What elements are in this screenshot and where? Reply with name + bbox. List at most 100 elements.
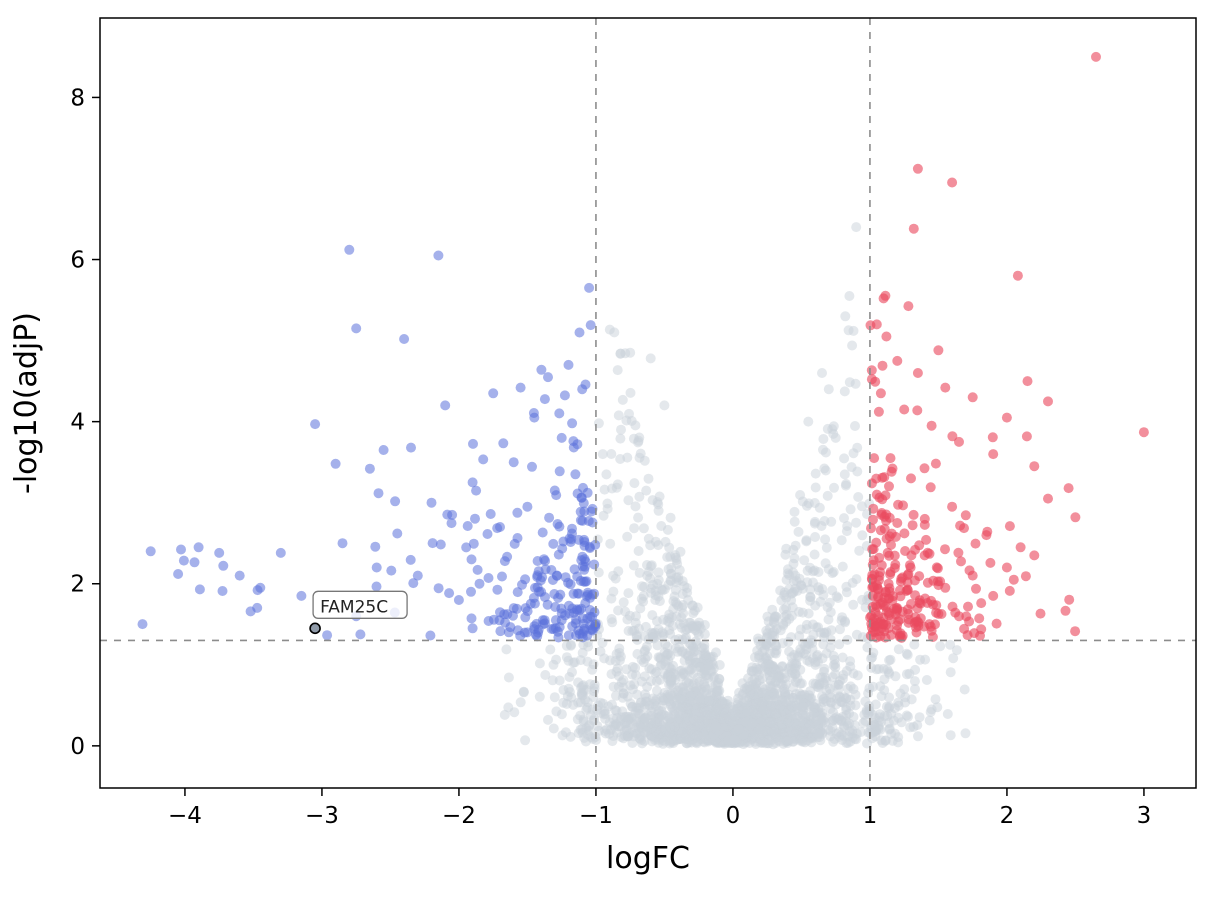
data-point-up xyxy=(866,523,876,534)
data-point-ns xyxy=(805,591,816,602)
data-point-ns xyxy=(714,673,725,684)
data-point-down xyxy=(462,521,473,531)
data-point-ns xyxy=(582,656,593,667)
data-point-ns xyxy=(518,686,529,697)
data-point-ns xyxy=(841,693,852,704)
data-point-ns xyxy=(909,676,920,687)
data-point-ns xyxy=(677,701,688,712)
data-point-ns xyxy=(617,394,628,405)
data-point-ns xyxy=(883,703,894,714)
data-point-ns xyxy=(645,353,656,364)
data-point-ns xyxy=(695,623,706,634)
data-point-down xyxy=(529,412,540,423)
data-point-ns xyxy=(820,447,831,458)
data-point-ns xyxy=(670,550,681,561)
data-point-ns xyxy=(691,682,702,693)
data-point-down xyxy=(556,615,567,626)
data-point-ns xyxy=(755,724,766,734)
data-point-ns xyxy=(669,591,680,602)
data-point-ns xyxy=(711,647,721,658)
data-point-ns xyxy=(802,637,813,648)
data-point-ns xyxy=(629,523,640,534)
data-point-up xyxy=(933,608,944,619)
data-point-ns xyxy=(636,676,647,687)
gene-annotation: FAM25C xyxy=(309,590,408,635)
data-point-down xyxy=(586,506,597,517)
data-point-ns xyxy=(630,706,641,717)
data-point-down xyxy=(589,559,600,570)
data-point-ns xyxy=(654,596,665,607)
data-point-ns xyxy=(866,662,877,673)
data-point-up xyxy=(878,619,889,630)
data-point-up xyxy=(976,598,987,609)
data-point-down xyxy=(512,587,523,598)
data-point-ns xyxy=(633,435,644,446)
data-point-ns xyxy=(631,611,641,622)
data-point-down xyxy=(433,250,444,261)
data-point-ns xyxy=(702,684,713,695)
data-point-ns xyxy=(640,689,650,700)
data-point-down xyxy=(577,384,588,395)
data-point-up xyxy=(881,331,892,342)
data-point-down xyxy=(495,626,506,637)
data-point-ns xyxy=(672,558,683,569)
data-point-up xyxy=(884,531,895,542)
data-point-ns xyxy=(778,604,789,615)
data-point-ns xyxy=(793,526,804,537)
data-point-down xyxy=(408,578,419,589)
data-point-down xyxy=(556,432,567,443)
data-point-ns xyxy=(613,566,624,577)
data-point-ns xyxy=(621,711,632,722)
data-point-ns xyxy=(742,706,753,717)
data-point-up xyxy=(985,557,996,568)
data-point-ns xyxy=(683,595,694,605)
data-point-up xyxy=(947,177,958,188)
data-point-down xyxy=(482,529,493,539)
data-point-down xyxy=(566,534,577,545)
data-point-ns xyxy=(808,678,819,689)
data-point-ns xyxy=(824,597,835,608)
data-point-ns xyxy=(606,449,617,459)
data-point-up xyxy=(926,625,937,636)
data-point-ns xyxy=(828,707,838,718)
data-point-ns xyxy=(844,291,855,301)
data-point-down xyxy=(468,438,478,449)
data-point-ns xyxy=(850,700,861,711)
data-point-down xyxy=(563,630,574,641)
data-point-ns xyxy=(757,688,768,698)
data-point-up xyxy=(884,481,894,492)
data-point-down xyxy=(471,485,482,496)
data-point-up xyxy=(988,590,999,601)
data-point-ns xyxy=(959,684,970,695)
data-point-down xyxy=(587,517,598,528)
data-point-ns xyxy=(628,731,639,742)
data-point-ns xyxy=(691,706,702,717)
data-point-ns xyxy=(784,646,795,657)
data-point-ns xyxy=(549,692,560,703)
data-point-down xyxy=(495,522,505,532)
data-point-ns xyxy=(823,384,834,395)
data-point-ns xyxy=(646,722,657,733)
data-point-down xyxy=(406,442,416,453)
scatter-points xyxy=(137,51,1149,750)
data-point-ns xyxy=(935,641,946,652)
data-point-ns xyxy=(665,689,676,700)
data-point-down xyxy=(582,630,593,641)
data-point-ns xyxy=(818,639,829,650)
y-axis-label: -log10(adjP) xyxy=(9,312,44,494)
data-point-down xyxy=(453,595,464,605)
data-point-ns xyxy=(607,617,618,628)
data-point-ns xyxy=(832,693,843,704)
data-point-ns xyxy=(608,681,619,692)
data-point-up xyxy=(912,163,923,174)
data-point-down xyxy=(252,602,263,613)
data-point-ns xyxy=(820,465,831,476)
data-point-ns xyxy=(609,327,620,338)
data-point-ns xyxy=(924,715,935,726)
data-point-ns xyxy=(567,667,577,678)
data-point-ns xyxy=(643,710,654,721)
data-point-ns xyxy=(548,723,559,734)
data-point-ns xyxy=(839,386,850,397)
data-point-ns xyxy=(643,473,654,484)
data-point-ns xyxy=(802,577,813,588)
